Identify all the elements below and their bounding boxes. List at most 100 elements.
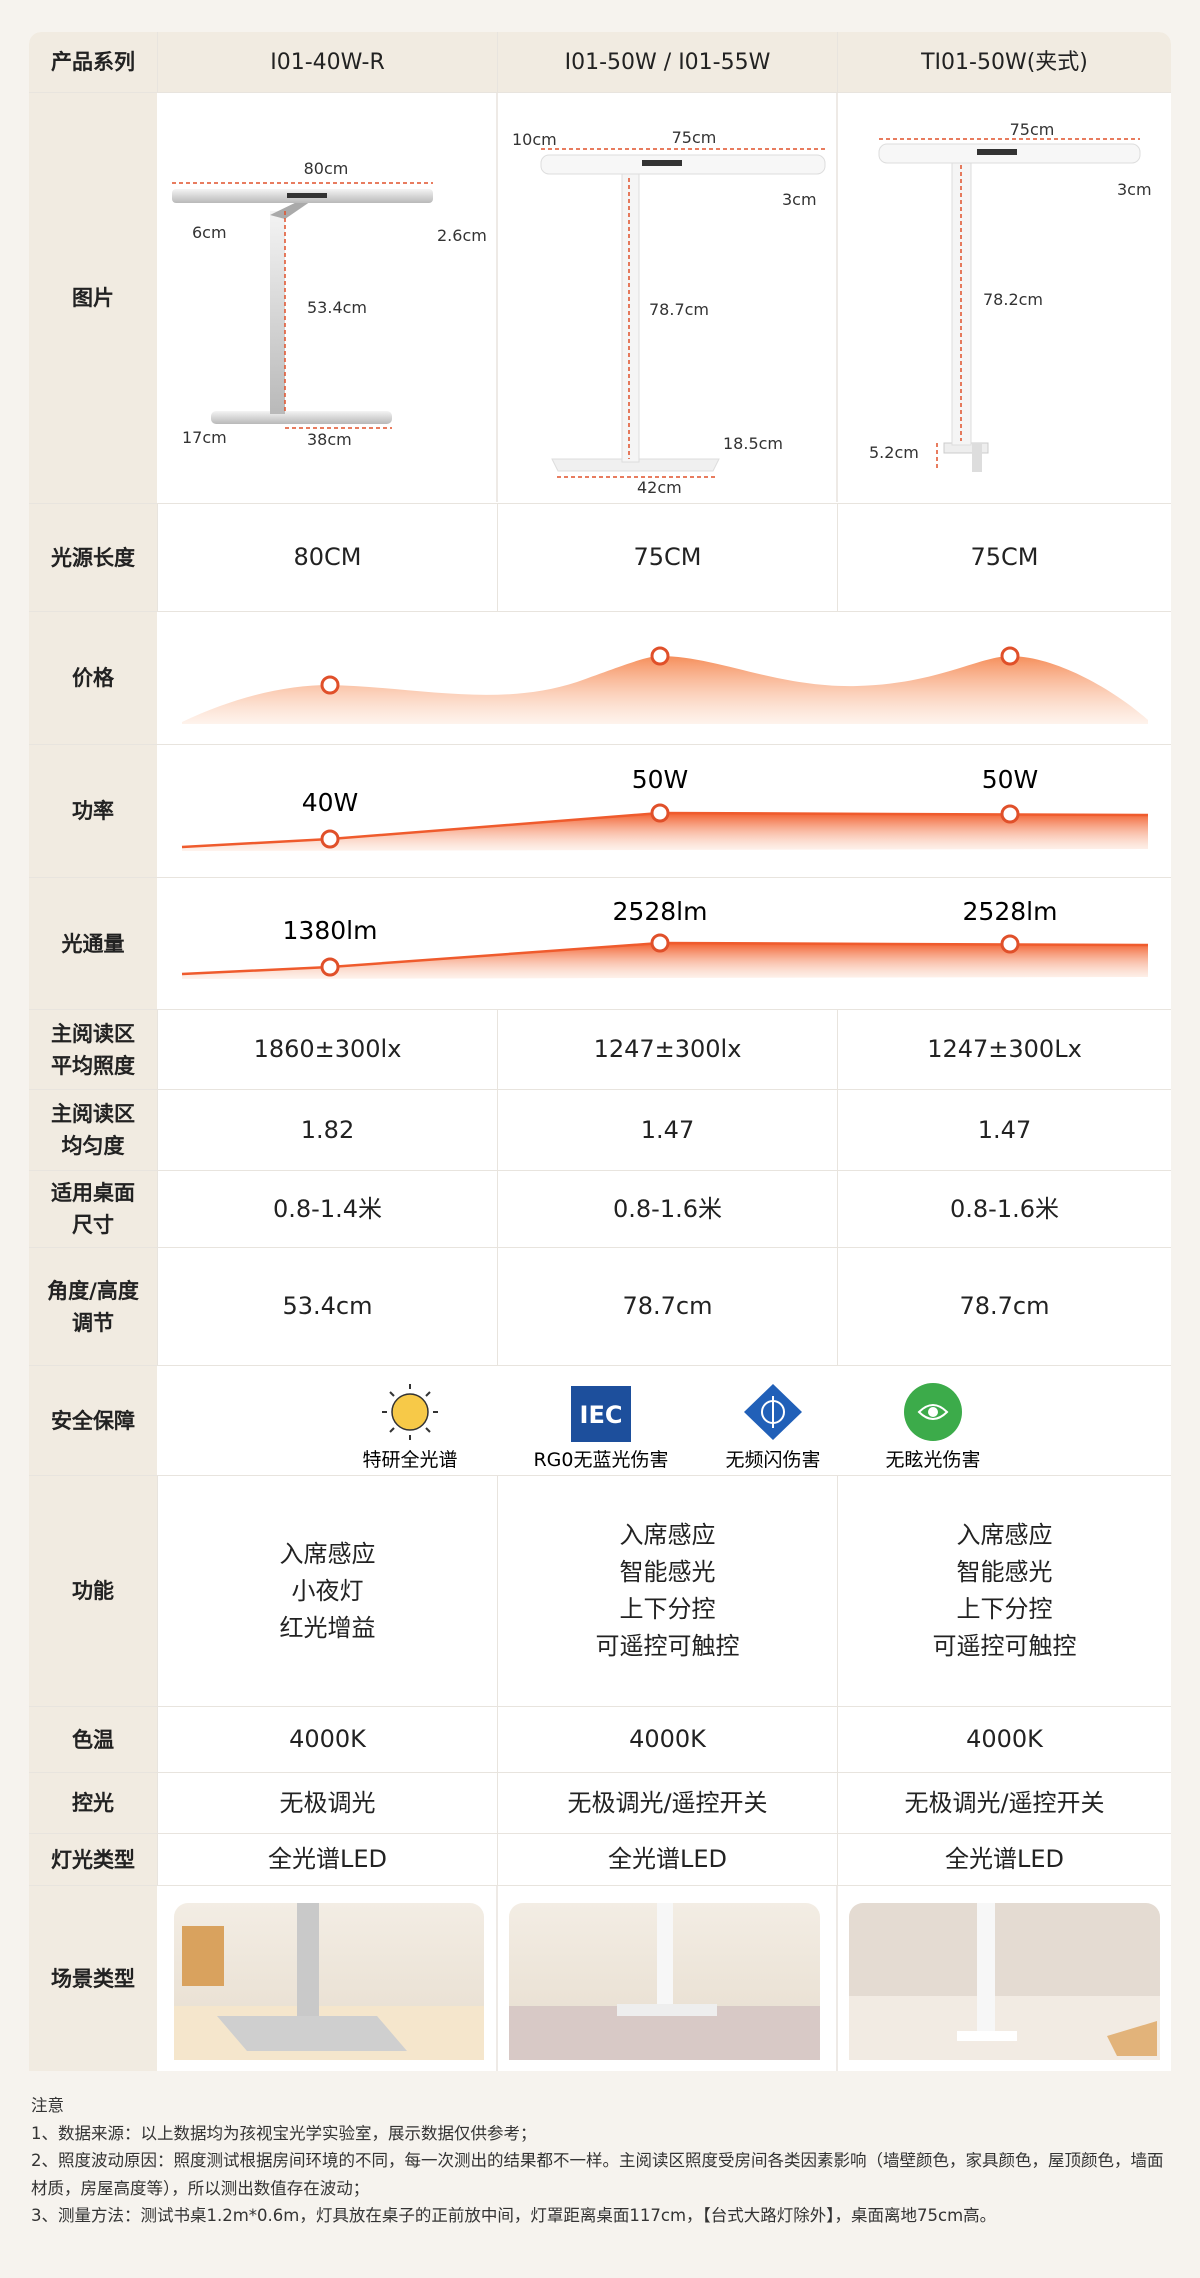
lamp-2: 10cm 75cm 3cm 78.7cm 18.5cm 42cm xyxy=(512,128,826,497)
dimension-label: 42cm xyxy=(637,478,682,497)
glare-icon xyxy=(904,1383,962,1441)
value: 4000K xyxy=(966,1725,1043,1753)
value-cell: 无极调光/遥控开关 xyxy=(497,1773,837,1833)
value-cell: 1.47 xyxy=(497,1090,837,1170)
value-cell: 78.7cm xyxy=(497,1248,837,1365)
value-line: 智能感光 xyxy=(619,1558,716,1586)
value: 4000K xyxy=(289,1725,366,1753)
value: 4000K xyxy=(629,1725,706,1753)
notes: 注意 1、数据来源：以上数据均为孩视宝光学实验室，展示数据仅供参考； 2、照度波… xyxy=(31,2092,1171,2230)
value: 53.4cm xyxy=(282,1292,373,1320)
value-cell: 0.8-1.4米 xyxy=(157,1171,497,1247)
value-label: 40W xyxy=(302,788,359,817)
scene-images xyxy=(174,1886,1160,2071)
dimension-label: 17cm xyxy=(182,428,227,447)
logo-text: IEC xyxy=(580,1401,623,1429)
row-label: 场景类型 xyxy=(29,1886,157,2071)
spec-row: 适用桌面尺寸 0.8-1.4米 0.8-1.6米 0.8-1.6米 xyxy=(29,1171,1171,1248)
flux-line: 1380lm 2528lm 2528lm xyxy=(181,897,1149,979)
value-label: 1380lm xyxy=(283,916,378,945)
dimension-label: 18.5cm xyxy=(723,434,783,453)
badge-label: 无眩光伤害 xyxy=(885,1449,980,1471)
lamp-pictures: 80cm 6cm 2.6cm 53.4cm 17cm 38cm 10cm 75c… xyxy=(172,93,1152,502)
value-cell: 全光谱LED xyxy=(497,1834,837,1885)
dimension-label: 78.7cm xyxy=(649,300,709,319)
value-label: 2528lm xyxy=(963,897,1058,926)
notes-title: 注意 xyxy=(31,2096,64,2115)
value-cell: 4000K xyxy=(837,1707,1171,1772)
dimension-label: 78.2cm xyxy=(983,290,1043,309)
lamp-3: 75cm 3cm 78.2cm 5.2cm xyxy=(869,120,1152,472)
value: 78.7cm xyxy=(959,1292,1050,1320)
value: 无极调光/遥控开关 xyxy=(904,1788,1105,1817)
note-item: 1、数据来源：以上数据均为孩视宝光学实验室，展示数据仅供参考； xyxy=(31,2123,537,2143)
value-cell: 0.8-1.6米 xyxy=(837,1171,1171,1247)
label-line: 平均照度 xyxy=(51,1053,135,1078)
value-line: 入席感应 xyxy=(956,1521,1053,1549)
scene-row: 场景类型 xyxy=(29,1886,1171,2071)
dimension-label: 10cm xyxy=(512,130,557,149)
value-cell: 1860±300lx xyxy=(157,1010,497,1089)
spec-row: 控光 无极调光 无极调光/遥控开关 无极调光/遥控开关 xyxy=(29,1773,1171,1834)
row-label: 图片 xyxy=(29,93,157,503)
value-cell: 1247±300Lx xyxy=(837,1010,1171,1089)
value-label: 2528lm xyxy=(613,897,708,926)
row-label: 光源长度 xyxy=(29,504,157,611)
label-line: 控光 xyxy=(72,1791,114,1815)
value: 全光谱LED xyxy=(944,1845,1064,1873)
scene-1 xyxy=(174,1903,484,2060)
row-label: 主阅读区 平均照度 xyxy=(29,1010,157,1089)
spec-row: 色温 4000K 4000K 4000K xyxy=(29,1707,1171,1773)
value: 80CM xyxy=(293,543,362,571)
value: 0.8-1.6米 xyxy=(613,1194,722,1223)
badge-label: 无频闪伤害 xyxy=(725,1449,820,1471)
dimension-label: 80cm xyxy=(304,159,349,178)
iec-logo: IEC xyxy=(571,1386,631,1442)
safety-row: 安全保障 IEC 特研全光谱 RG0无蓝光伤害 无频闪伤害 无眩光伤害 xyxy=(29,1366,1171,1476)
picture-area: 80cm 6cm 2.6cm 53.4cm 17cm 38cm 10cm 75c… xyxy=(157,93,1171,503)
dimension-label: 3cm xyxy=(782,190,817,209)
scene-3 xyxy=(849,1903,1160,2060)
badge-label: RG0无蓝光伤害 xyxy=(533,1449,668,1471)
row-label: 安全保障 xyxy=(29,1366,157,1475)
spec-row: 主阅读区 均匀度 1.82 1.47 1.47 xyxy=(29,1090,1171,1171)
label-line: 尺寸 xyxy=(72,1213,114,1237)
label-line: 主阅读区 xyxy=(51,1102,135,1126)
value-cell: 78.7cm xyxy=(837,1248,1171,1365)
value: 78.7cm xyxy=(622,1292,713,1320)
dimension-label: 38cm xyxy=(307,430,352,449)
value-cell: 1.47 xyxy=(837,1090,1171,1170)
note-item: 2、照度波动原因：照度测试根据房间环境的不同，每一次测出的结果都不一样。主阅读区… xyxy=(31,2151,1164,2198)
label-line: 均匀度 xyxy=(61,1134,125,1158)
value: 无极调光 xyxy=(279,1788,376,1817)
value-cell: 无极调光 xyxy=(157,1773,497,1833)
product-name: TI01-50W(夹式) xyxy=(837,32,1171,92)
dimension-label: 5.2cm xyxy=(869,443,919,462)
comparison-table: 产品系列 I01-40W-R I01-50W / I01-55W TI01-50… xyxy=(29,32,1171,2071)
value: 全光谱LED xyxy=(267,1845,387,1873)
spec-row: 灯光类型 全光谱LED 全光谱LED 全光谱LED xyxy=(29,1834,1171,1886)
label-line: 适用桌面 xyxy=(51,1181,135,1205)
note-item: 3、测量方法：测试书桌1.2m*0.6m，灯具放在桌子的正前放中间，灯罩距离桌面… xyxy=(31,2206,997,2225)
dimension-label: 75cm xyxy=(672,128,717,147)
value-cell: 4000K xyxy=(497,1707,837,1772)
value-label: 50W xyxy=(632,765,689,794)
value: 无极调光/遥控开关 xyxy=(567,1788,768,1817)
row-label: 功能 xyxy=(29,1476,157,1706)
row-label: 角度/高度 调节 xyxy=(29,1248,157,1365)
value: 全光谱LED xyxy=(607,1845,727,1873)
spec-row: 光源长度 80CM 75CM 75CM xyxy=(29,504,1171,612)
product-name: I01-40W-R xyxy=(157,32,497,92)
lamp-1: 80cm 6cm 2.6cm 53.4cm 17cm 38cm xyxy=(172,159,487,449)
row-label: 灯光类型 xyxy=(29,1834,157,1885)
value-line: 入席感应 xyxy=(619,1521,716,1549)
value-cell: 入席感应 小夜灯 红光增益 xyxy=(157,1476,497,1706)
value-cell: 0.8-1.6米 xyxy=(497,1171,837,1247)
price-row: 价格 xyxy=(29,612,1171,745)
row-label: 价格 xyxy=(29,612,157,744)
label-line: 功能 xyxy=(72,1579,114,1603)
label-line: 灯光类型 xyxy=(51,1847,135,1872)
value-cell: 75CM xyxy=(837,504,1171,611)
value: 0.8-1.4米 xyxy=(273,1194,382,1223)
value: 0.8-1.6米 xyxy=(950,1194,1059,1223)
